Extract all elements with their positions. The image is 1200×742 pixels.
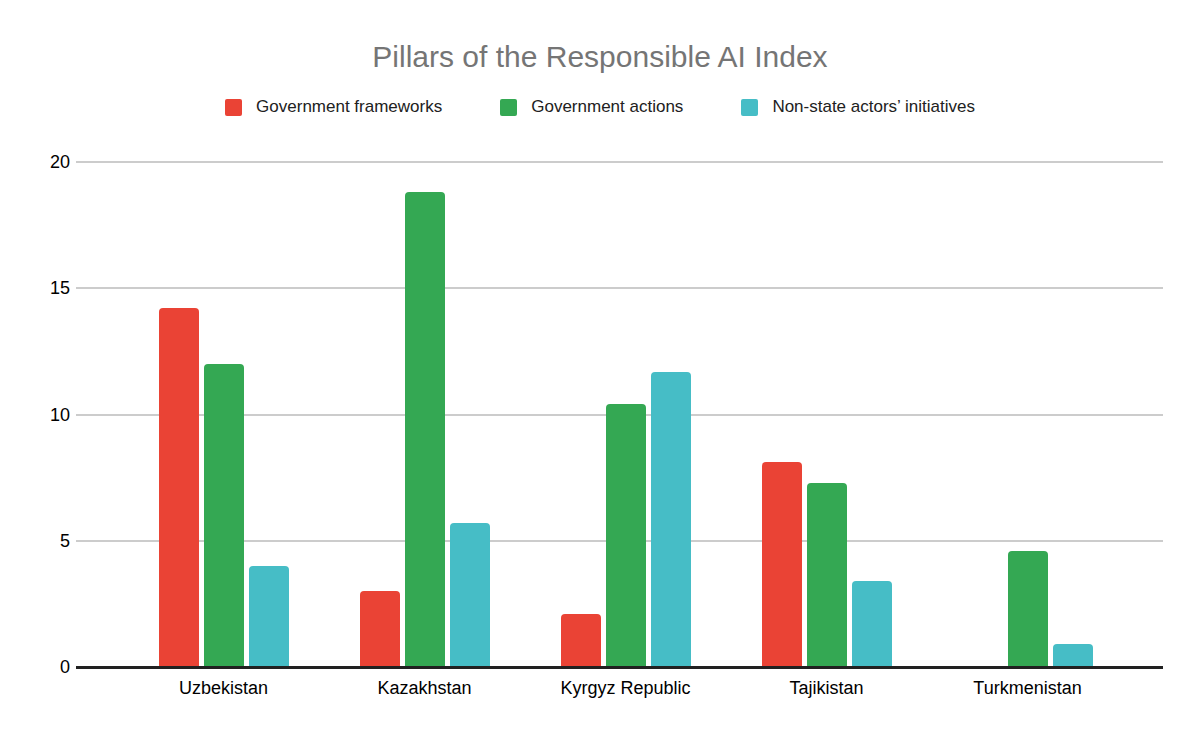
bar-non-state-actors-initiatives-kyrgyz-republic (651, 372, 691, 667)
bar-non-state-actors-initiatives-turkmenistan (1053, 644, 1093, 667)
y-axis-label-5: 5 (24, 532, 70, 550)
bar-government-actions-tajikistan (807, 483, 847, 667)
x-axis-line (88, 666, 1163, 669)
x-axis-labels: UzbekistanKazakhstanKyrgyz RepublicTajik… (88, 678, 1163, 699)
legend-swatch-green (500, 99, 517, 116)
bar-government-frameworks-kyrgyz-republic (561, 614, 601, 667)
bar-government-actions-turkmenistan (1008, 551, 1048, 667)
legend-swatch-teal (741, 99, 758, 116)
x-axis-label-turkmenistan: Turkmenistan (927, 678, 1128, 699)
x-axis-label-tajikistan: Tajikistan (726, 678, 927, 699)
legend-label: Government frameworks (256, 97, 442, 117)
bar-group-kazakhstan (324, 162, 525, 667)
y-tick-20 (76, 161, 88, 163)
legend-label: Non-state actors’ initiatives (772, 97, 975, 117)
y-axis-label-15: 15 (24, 279, 70, 297)
bar-government-frameworks-uzbekistan (159, 308, 199, 667)
bar-government-frameworks-tajikistan (762, 462, 802, 667)
bar-non-state-actors-initiatives-tajikistan (852, 581, 892, 667)
bar-government-actions-uzbekistan (204, 364, 244, 667)
y-axis-label-20: 20 (24, 153, 70, 171)
y-axis-label-10: 10 (24, 406, 70, 424)
x-axis-label-kazakhstan: Kazakhstan (324, 678, 525, 699)
bar-group-kyrgyz-republic (525, 162, 726, 667)
plot-area (88, 162, 1163, 667)
x-axis-label-uzbekistan: Uzbekistan (123, 678, 324, 699)
bar-group-tajikistan (726, 162, 927, 667)
bar-group-turkmenistan (927, 162, 1128, 667)
bar-government-frameworks-kazakhstan (360, 591, 400, 667)
chart-legend: Government frameworks Government actions… (0, 97, 1200, 117)
bar-chart: Pillars of the Responsible AI Index Gove… (0, 0, 1200, 742)
x-axis-label-kyrgyz-republic: Kyrgyz Republic (525, 678, 726, 699)
legend-item-non-state-actors-initiatives: Non-state actors’ initiatives (741, 97, 975, 117)
bar-government-actions-kazakhstan (405, 192, 445, 667)
legend-label: Government actions (531, 97, 683, 117)
bar-groups (88, 162, 1163, 667)
bar-non-state-actors-initiatives-kazakhstan (450, 523, 490, 667)
y-tick-5 (76, 540, 88, 542)
chart-title: Pillars of the Responsible AI Index (0, 40, 1200, 74)
y-tick-10 (76, 414, 88, 416)
bar-group-uzbekistan (123, 162, 324, 667)
y-tick-15 (76, 287, 88, 289)
y-tick-0 (76, 666, 88, 669)
y-axis-label-0: 0 (24, 658, 70, 676)
legend-item-government-frameworks: Government frameworks (225, 97, 442, 117)
legend-item-government-actions: Government actions (500, 97, 683, 117)
bar-non-state-actors-initiatives-uzbekistan (249, 566, 289, 667)
bar-government-actions-kyrgyz-republic (606, 404, 646, 667)
legend-swatch-red (225, 99, 242, 116)
